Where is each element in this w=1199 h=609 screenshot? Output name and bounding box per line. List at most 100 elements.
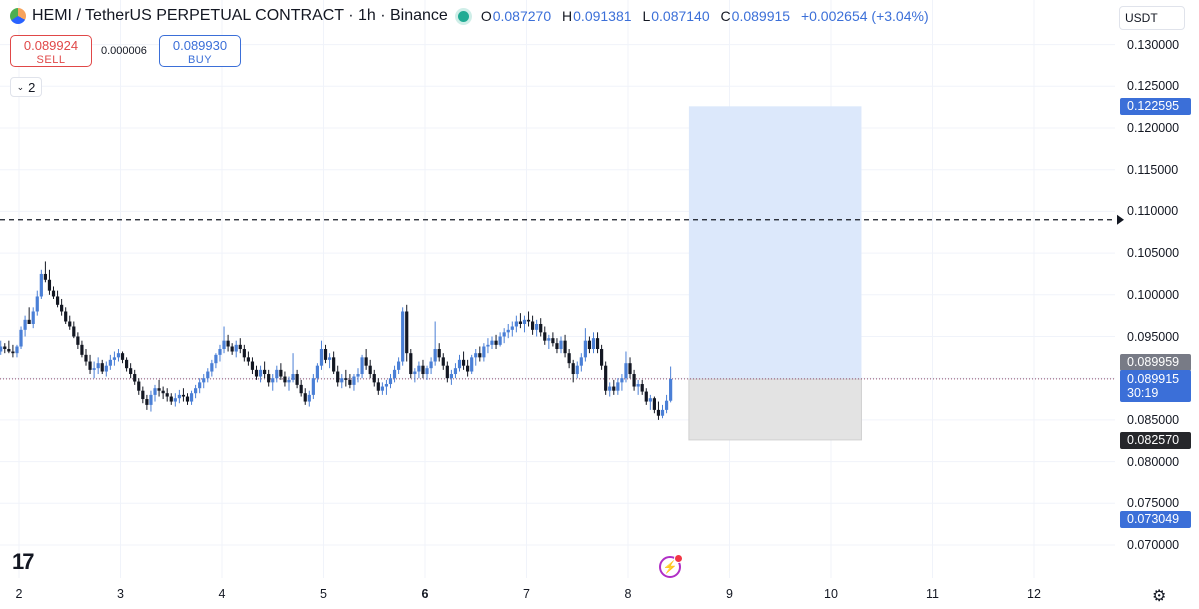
level-arrow-icon [1117,214,1124,225]
price-tick-label: 0.115000 [1127,162,1179,177]
spread-value: 0.000006 [101,45,147,57]
candle-body [258,369,263,377]
candle-body [652,398,656,410]
candle-body [388,378,393,385]
candle-body [417,365,421,372]
candle-body [246,357,250,362]
low-key: L [642,8,651,24]
candle-body [474,353,478,358]
time-tick-label: 12 [1027,587,1041,601]
price-tick-label: 0.075000 [1127,496,1180,511]
candle-body [283,376,287,383]
long-position-loss-zone[interactable] [688,378,862,441]
time-tick-label: 9 [726,587,733,601]
candle-body [108,359,112,366]
candle-body [567,353,571,364]
candle-body [587,340,592,350]
indicators-toggle-button[interactable]: ⌄ 2 [10,77,42,97]
candle-body [608,386,612,391]
last-price-value: 0.089915 [1127,371,1180,386]
candle-body [267,374,271,383]
candle-body [76,336,80,345]
candle-body [250,361,255,370]
candle-body [591,338,596,350]
candle-body [35,296,39,312]
symbol-title[interactable]: HEMI / TetherUS PERPETUAL CONTRACT · 1h … [32,7,448,24]
candle-body [372,374,376,383]
buy-label: BUY [187,54,213,66]
candle-body [315,365,320,379]
candle-body [628,363,632,375]
candle-body [547,338,551,341]
tradingview-logo[interactable]: 17 [12,549,35,574]
candle-body [498,336,502,345]
candle-body [380,386,384,391]
long-position-profit-zone[interactable] [688,106,862,380]
candle-body [453,368,458,375]
time-tick-label: 10 [824,587,838,601]
buy-button[interactable]: 0.089930 BUY [159,35,241,67]
candle-body [421,365,425,375]
candle-body [441,357,445,366]
price-tick-label: 0.070000 [1127,538,1180,552]
candle-body [206,371,210,379]
lightning-icon[interactable]: ⚡ [659,554,683,578]
candle-body [133,374,137,382]
candle-body [124,359,129,369]
time-tick-label: 7 [523,587,530,601]
candle-body [466,365,470,372]
candle-body [502,332,506,337]
currency-selector[interactable]: USDT [1119,6,1185,30]
candle-body [88,361,92,370]
candle-body [51,290,56,297]
candle-body [482,346,486,358]
candle-body [506,329,510,333]
candle-body [7,349,11,352]
candle-body [583,340,587,358]
candle-body [47,279,52,291]
candle-body [116,353,121,358]
candle-body [555,343,559,350]
candle-body [595,338,600,350]
time-tick-label: 8 [624,587,632,601]
candle-body [323,349,328,360]
candle-body [425,368,429,375]
candle-body [189,393,194,402]
candle-body [230,346,234,352]
close-value: 0.089915 [731,8,791,24]
candle-body [600,349,604,366]
sell-button[interactable]: 0.089924 SELL [10,35,92,67]
candle-body [60,304,64,312]
gear-icon[interactable]: ⚙ [1152,588,1167,605]
time-tick-label: 6 [421,587,429,601]
candle-body [624,363,628,379]
candle-body [409,353,413,375]
price-tick-label: 0.130000 [1127,37,1180,52]
candle-body [68,321,72,327]
candle-body [92,368,96,370]
candle-body [234,344,238,352]
candle-body [238,344,242,350]
candle-body [530,321,535,330]
price-tick-label: 0.080000 [1127,454,1180,469]
candle-body [664,400,669,410]
candle-body [295,374,299,385]
candle-body [413,371,417,375]
candle-body [311,378,315,395]
candle-body [303,393,307,402]
bar-countdown: 30:19 [1127,385,1159,400]
candle-body [15,346,19,354]
high-value: 0.091381 [573,8,632,24]
candle-body [392,369,397,379]
time-tick-label: 2 [15,587,23,601]
candle-body [612,386,616,391]
candle-body [31,311,35,324]
candle-body [214,354,218,364]
high-key: H [562,8,573,24]
candle-body [145,399,149,405]
candle-body [222,340,226,350]
candle-body [514,321,518,327]
candle-body [486,344,490,347]
candle-body [494,340,498,345]
